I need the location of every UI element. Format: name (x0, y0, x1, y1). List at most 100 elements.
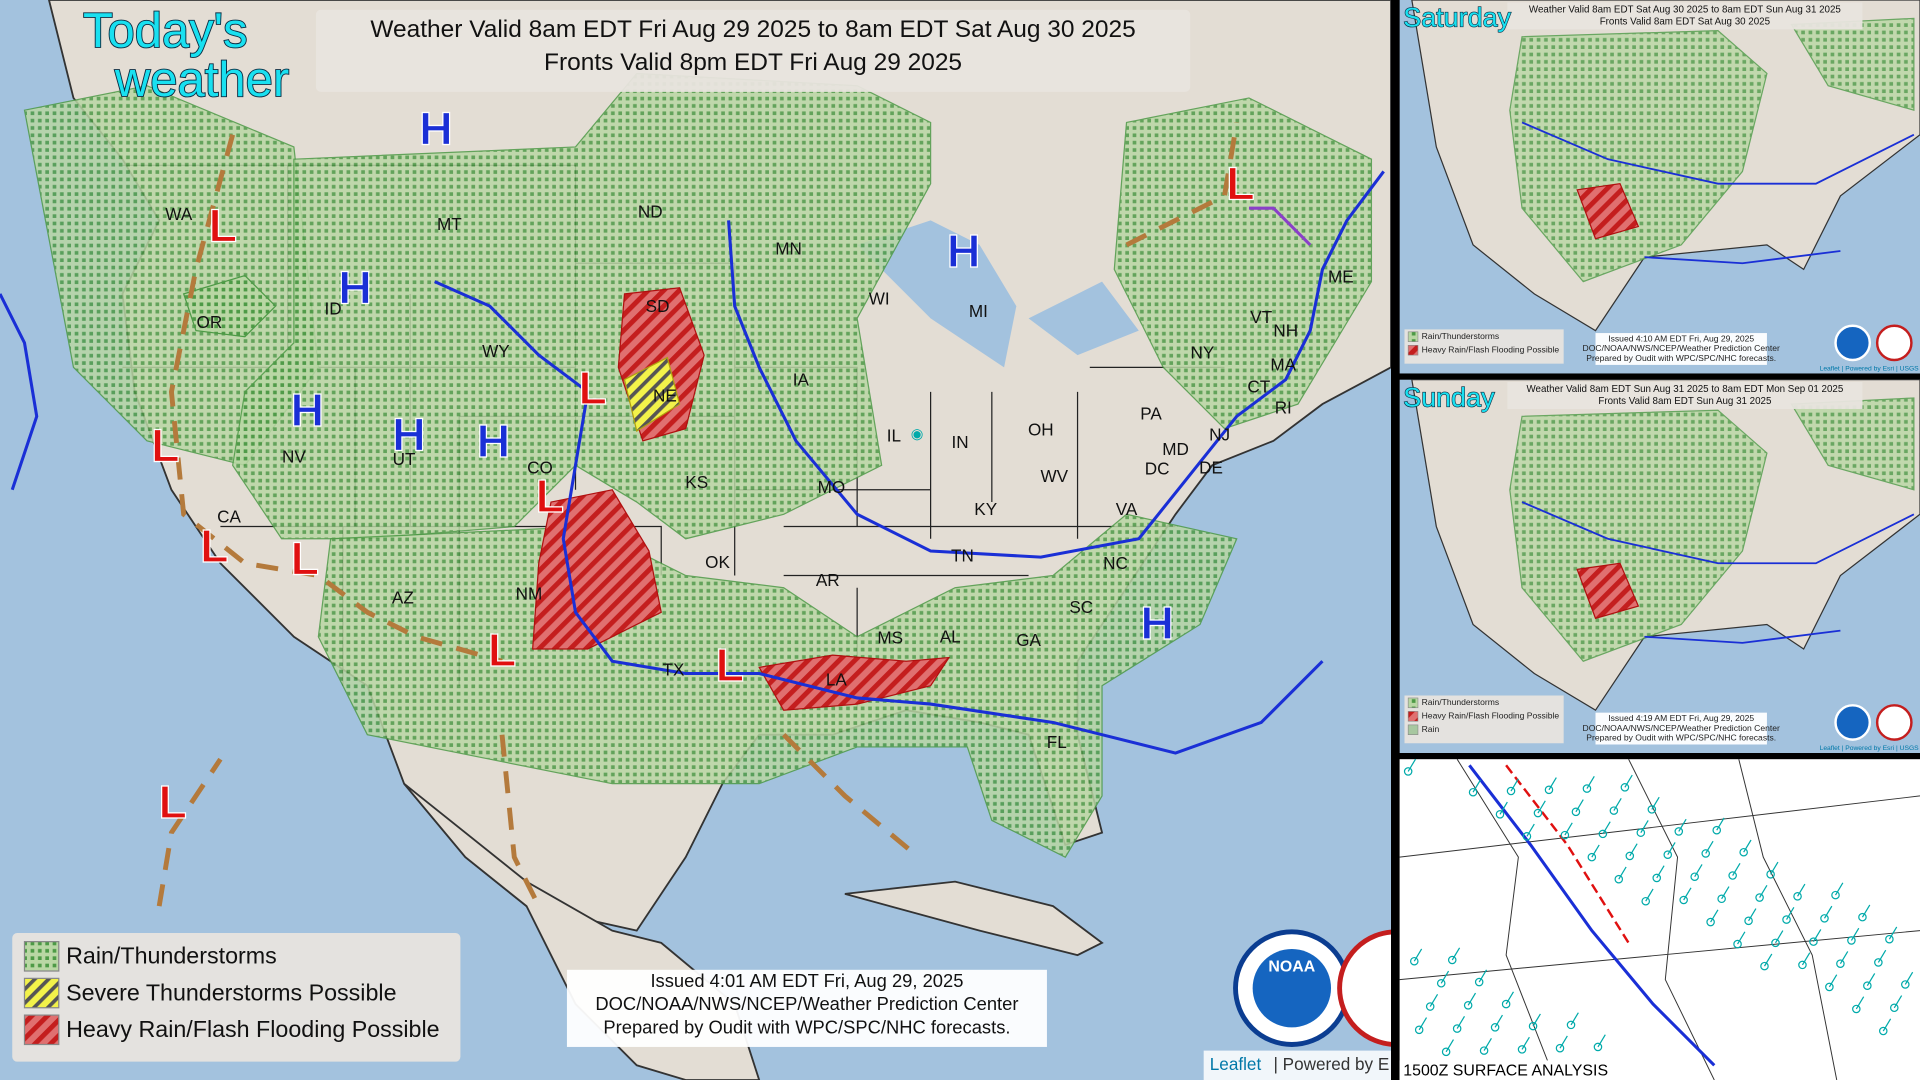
wind-barb (1645, 888, 1654, 902)
state-label: KS (685, 472, 708, 492)
station-plot (1441, 1047, 1451, 1057)
panel-issued-box (1595, 333, 1767, 365)
station-plot (1755, 893, 1764, 902)
wind-barb (1640, 820, 1649, 833)
wind-barb (1618, 866, 1627, 880)
state-label: DC (1145, 459, 1170, 479)
panel-nws-logo (1875, 704, 1913, 741)
station-plot (1901, 980, 1910, 989)
wind-barb (1770, 861, 1779, 875)
state-label: CO (527, 458, 553, 478)
wind-barb (1721, 886, 1730, 900)
state-label: WI (869, 289, 890, 309)
state-label: GA (1016, 630, 1041, 650)
wind-barb (1651, 796, 1660, 810)
wind-barb (1855, 996, 1865, 1010)
panel-legend-label: Rain/Thunderstorms (1422, 697, 1500, 707)
station-plot (1517, 1045, 1527, 1054)
station-plot (1647, 805, 1657, 814)
panel-issued-box (1595, 712, 1767, 745)
state-label: OK (705, 552, 730, 572)
station-plot (1474, 977, 1484, 987)
panel-subtitle: Fronts Valid 8am EDT Sat Aug 30 2025 (1600, 17, 1771, 28)
front (1644, 250, 1841, 265)
sunday-panel: Weather Valid 8am EDT Sun Aug 31 2025 to… (1399, 379, 1920, 754)
wind-barb (1440, 970, 1450, 984)
station-plot (1771, 938, 1780, 948)
station-plot (1598, 829, 1608, 839)
panel-legend-swatch (1407, 711, 1419, 722)
state-label: VT (1250, 307, 1272, 327)
wind-barb (1882, 1018, 1892, 1032)
front (1521, 501, 1915, 565)
state-label: AL (940, 626, 961, 646)
high-pressure: H (477, 415, 511, 467)
attribution: | Powered by E (1273, 1054, 1389, 1074)
panel-issued-line: DOC/NOAA/NWS/NCEP/Weather Prediction Cen… (1583, 723, 1780, 733)
low-pressure: L (716, 639, 744, 691)
station-plot (1706, 917, 1715, 927)
panel-legend-swatch (1407, 724, 1419, 735)
station-plot (1614, 874, 1624, 884)
station-plot (1522, 832, 1532, 841)
state-label: TN (951, 546, 974, 566)
wind-barb (1537, 800, 1546, 814)
state-label: RI (1275, 398, 1292, 418)
badge: Today's (83, 4, 248, 58)
attribution-link[interactable]: Leaflet (1210, 1054, 1262, 1074)
station-plot (1582, 784, 1592, 793)
wind-barb (1526, 823, 1535, 837)
wind-barb (1705, 840, 1714, 854)
station-plot (1479, 1046, 1489, 1055)
wind-barb (1472, 779, 1481, 793)
wind-barb (1624, 774, 1633, 788)
panel-title-box (1507, 382, 1863, 409)
state-label: AZ (392, 587, 414, 607)
rain-area (1790, 397, 1915, 491)
panel-badge: Saturday (1403, 3, 1511, 33)
state-label: ME (1328, 266, 1354, 286)
station-plot (1501, 999, 1511, 1009)
state-label: PA (1140, 404, 1162, 424)
state-label: UT (393, 449, 416, 469)
wind-barb (1656, 865, 1665, 879)
state-label: TX (663, 660, 685, 680)
wind-barb (1812, 929, 1822, 942)
state-label: LA (826, 669, 848, 689)
wind-barb (1763, 953, 1773, 967)
station-plot (1641, 896, 1650, 906)
wind-barb (1456, 1016, 1466, 1029)
high-pressure: H (392, 409, 426, 461)
wind-barb (1834, 882, 1844, 896)
state-label: WA (165, 204, 193, 224)
station-plot (1566, 1020, 1576, 1030)
high-pressure: H (1140, 597, 1174, 649)
nws-logo (1337, 929, 1392, 1047)
wind-barb (1797, 883, 1806, 897)
station-plot (1890, 1003, 1899, 1013)
legend-swatch (23, 1014, 60, 1046)
wind-barb (1893, 995, 1903, 1009)
saturday-panel: Weather Valid 8am EDT Sat Aug 30 2025 to… (1399, 0, 1920, 374)
panel-badge: Sunday (1403, 382, 1495, 412)
station-plot (1468, 787, 1478, 797)
station-plot (1620, 783, 1630, 792)
subtitle-line: Fronts Valid 8pm EDT Fri Aug 29 2025 (544, 49, 962, 76)
station-plot (1490, 1023, 1500, 1032)
wind-barb (1494, 1014, 1503, 1028)
station-plot (1836, 959, 1845, 968)
station-plot (1679, 895, 1688, 905)
station-plot (1571, 807, 1581, 817)
wind-barb (1694, 864, 1703, 878)
wind-barb (1413, 948, 1423, 962)
panel-issued-line: Issued 4:19 AM EDT Fri, Aug 29, 2025 (1608, 713, 1754, 723)
station-plot (1863, 981, 1872, 991)
station-plot (1820, 914, 1829, 923)
wind-barb (1861, 904, 1871, 918)
panel-attribution: Leaflet | Powered by Esri | USGS (1820, 365, 1920, 372)
state-label: MA (1270, 355, 1296, 375)
station-plot (1701, 849, 1710, 858)
panel-issued-line: Prepared by Oudit with WPC/SPC/NHC forec… (1586, 353, 1776, 363)
station-plot (1403, 767, 1413, 776)
state-labels: WA OR ID MT WY NV UT CO CA AZ NM ND SD NE KS OK TX MN IA MO… (165, 202, 1353, 752)
